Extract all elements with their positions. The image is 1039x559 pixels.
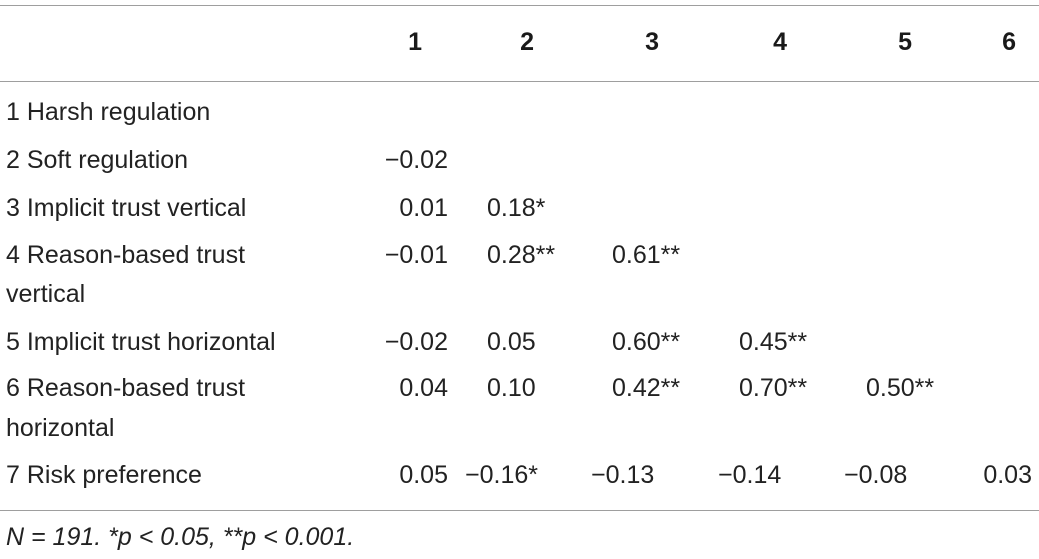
- row-label: 2 Soft regulation: [6, 146, 189, 174]
- column-header-4: 4: [773, 28, 787, 56]
- table-cell: 0.18*: [487, 194, 546, 222]
- column-header-2: 2: [520, 28, 534, 56]
- table-cell: 0.50**: [866, 374, 935, 402]
- header-rule: [0, 81, 1039, 82]
- column-header-5: 5: [898, 28, 912, 56]
- table-cell: −0.13: [591, 461, 655, 489]
- table-cell: 0.45**: [739, 328, 808, 356]
- table-cell: 0.10: [487, 374, 536, 402]
- row-label: 4 Reason-based trust: [6, 241, 246, 269]
- table-cell: 0.01: [399, 194, 448, 222]
- row-label: 1 Harsh regulation: [6, 98, 211, 126]
- row-label: 7 Risk preference: [6, 461, 202, 489]
- table-cell: 0.05: [487, 328, 536, 356]
- table-cell: −0.02: [384, 146, 448, 174]
- table-cell: −0.08: [844, 461, 908, 489]
- table-cell: 0.05: [399, 461, 448, 489]
- row-label: 6 Reason-based trust: [6, 374, 246, 402]
- row-label: 5 Implicit trust horizontal: [6, 328, 276, 356]
- table-cell: 0.60**: [612, 328, 681, 356]
- table-cell: −0.16*: [465, 461, 538, 489]
- table-cell: 0.42**: [612, 374, 681, 402]
- table-cell: 0.03: [983, 461, 1032, 489]
- column-header-6: 6: [1002, 28, 1016, 56]
- table-cell: 0.28**: [487, 241, 556, 269]
- table-cell: 0.04: [399, 374, 448, 402]
- table-cell: −0.01: [384, 241, 448, 269]
- table-footnote: N = 191. *p < 0.05, **p < 0.001.: [6, 523, 355, 551]
- table-cell: −0.02: [384, 328, 448, 356]
- table-top-rule: [0, 5, 1039, 6]
- row-label: 3 Implicit trust vertical: [6, 194, 247, 222]
- row-label-continuation: horizontal: [6, 414, 115, 442]
- table-cell: 0.61**: [612, 241, 681, 269]
- table-bottom-rule: [0, 510, 1039, 511]
- table-cell: 0.70**: [739, 374, 808, 402]
- column-header-3: 3: [645, 28, 659, 56]
- row-label-continuation: vertical: [6, 280, 86, 308]
- column-header-1: 1: [408, 28, 422, 56]
- table-cell: −0.14: [718, 461, 782, 489]
